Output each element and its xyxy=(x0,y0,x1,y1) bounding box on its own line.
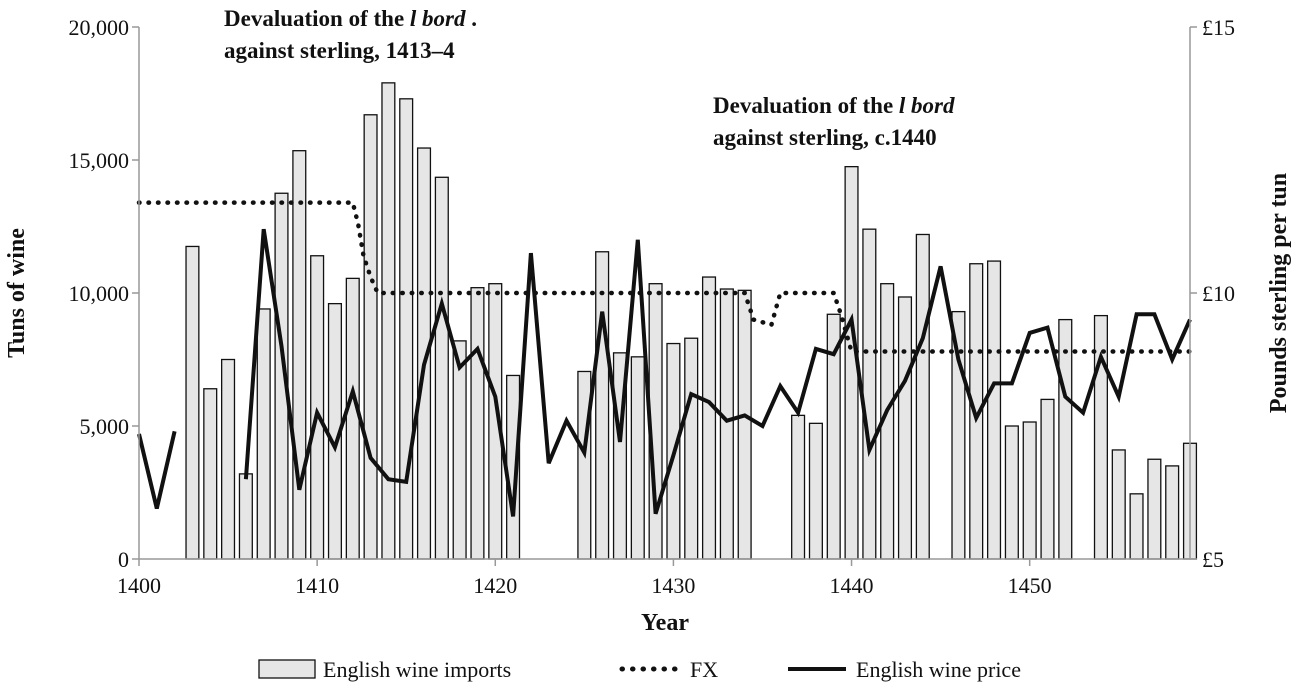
bar-wine-imports xyxy=(986,260,1002,560)
y2-axis-title: Pounds sterling per tun xyxy=(1266,173,1292,413)
bar-wine-imports xyxy=(256,308,271,560)
x-tick-label: 1410 xyxy=(295,573,339,598)
bar-wine-imports xyxy=(862,228,877,560)
y2-tick-label: £15 xyxy=(1202,15,1235,40)
y-tick-label: 5,000 xyxy=(80,414,130,439)
y-tick-labels: 0 5,000 10,000 15,000 20,000 xyxy=(69,15,139,572)
annotations: Devaluation of the l bord . against sterl… xyxy=(224,6,955,150)
x-tick-labels: 1400 1410 1420 1430 1440 1450 xyxy=(117,559,1052,598)
x-tick-label: 1420 xyxy=(473,573,517,598)
fx-series-line xyxy=(136,200,1193,354)
x-tick-label: 1450 xyxy=(1008,573,1052,598)
x-tick-label: 1440 xyxy=(830,573,874,598)
bar-wine-imports xyxy=(1004,425,1019,560)
bar-wine-imports xyxy=(452,340,467,560)
legend-label-wine-imports: English wine imports xyxy=(323,657,511,682)
bar-wine-imports xyxy=(1147,458,1162,560)
bar-wine-imports xyxy=(630,356,645,560)
bar-wine-imports xyxy=(381,82,396,560)
bar-wine-imports xyxy=(897,296,913,560)
bar-wine-imports xyxy=(737,289,752,560)
x-tick-label: 1430 xyxy=(651,573,695,598)
bar-wine-imports xyxy=(1129,493,1144,560)
bar-wine-imports xyxy=(1165,465,1180,560)
annotation-line: against sterling, 1413–4 xyxy=(224,38,455,63)
bar-wine-imports xyxy=(1058,318,1073,560)
bar-wine-imports xyxy=(292,150,307,560)
bar-wine-imports xyxy=(185,245,200,560)
legend-label-wine-price: English wine price xyxy=(856,657,1021,682)
bar-wine-imports xyxy=(434,176,449,560)
bar-wine-imports xyxy=(577,370,592,560)
bar-wine-imports xyxy=(363,114,378,560)
bar-wine-imports xyxy=(808,422,823,560)
bar-wine-imports xyxy=(221,358,236,560)
x-axis-title: Year xyxy=(641,610,689,636)
bar-series-wine-imports xyxy=(185,82,1198,560)
bar-wine-imports xyxy=(203,388,218,560)
y2-tick-label: £10 xyxy=(1202,281,1235,306)
bar-wine-imports xyxy=(1040,398,1055,560)
bar-wine-imports xyxy=(470,287,485,560)
wine-price-line xyxy=(137,430,177,509)
bar-wine-imports xyxy=(310,255,325,560)
annotation-line: Devaluation of the l bord xyxy=(713,93,955,118)
y-tick-label: 20,000 xyxy=(69,15,130,40)
y-tick-label: 10,000 xyxy=(69,281,130,306)
y-axis-title: Tuns of wine xyxy=(4,228,30,358)
bar-wine-imports xyxy=(1022,421,1037,560)
bar-wine-imports xyxy=(701,276,717,560)
bar-wine-imports xyxy=(791,414,806,560)
bar-wine-imports xyxy=(345,277,360,560)
bar-wine-imports xyxy=(399,98,414,560)
y-tick-label: 15,000 xyxy=(69,148,130,173)
annotation-line: Devaluation of the l bord . xyxy=(224,6,477,31)
bar-wine-imports xyxy=(915,233,930,560)
annotation-line: against sterling, c.1440 xyxy=(713,125,937,150)
bar-wine-imports xyxy=(1111,449,1126,560)
legend: English wine imports FX English wine pri… xyxy=(258,657,1021,682)
y2-tick-label: £5 xyxy=(1202,547,1224,572)
legend-label-fx: FX xyxy=(690,657,718,682)
bar-wine-imports xyxy=(719,288,734,560)
legend-swatch-wine-imports xyxy=(258,659,316,679)
bar-wine-imports xyxy=(684,337,699,560)
bar-wine-imports xyxy=(595,251,610,560)
y-tick-label: 0 xyxy=(118,547,129,572)
bar-wine-imports xyxy=(951,310,966,560)
bar-wine-imports xyxy=(238,473,253,560)
wine-price-series xyxy=(137,228,1192,517)
x-tick-label: 1400 xyxy=(117,573,161,598)
wine-price-line xyxy=(243,228,1192,517)
y2-tick-labels: £5 £10 £15 xyxy=(1190,15,1235,572)
